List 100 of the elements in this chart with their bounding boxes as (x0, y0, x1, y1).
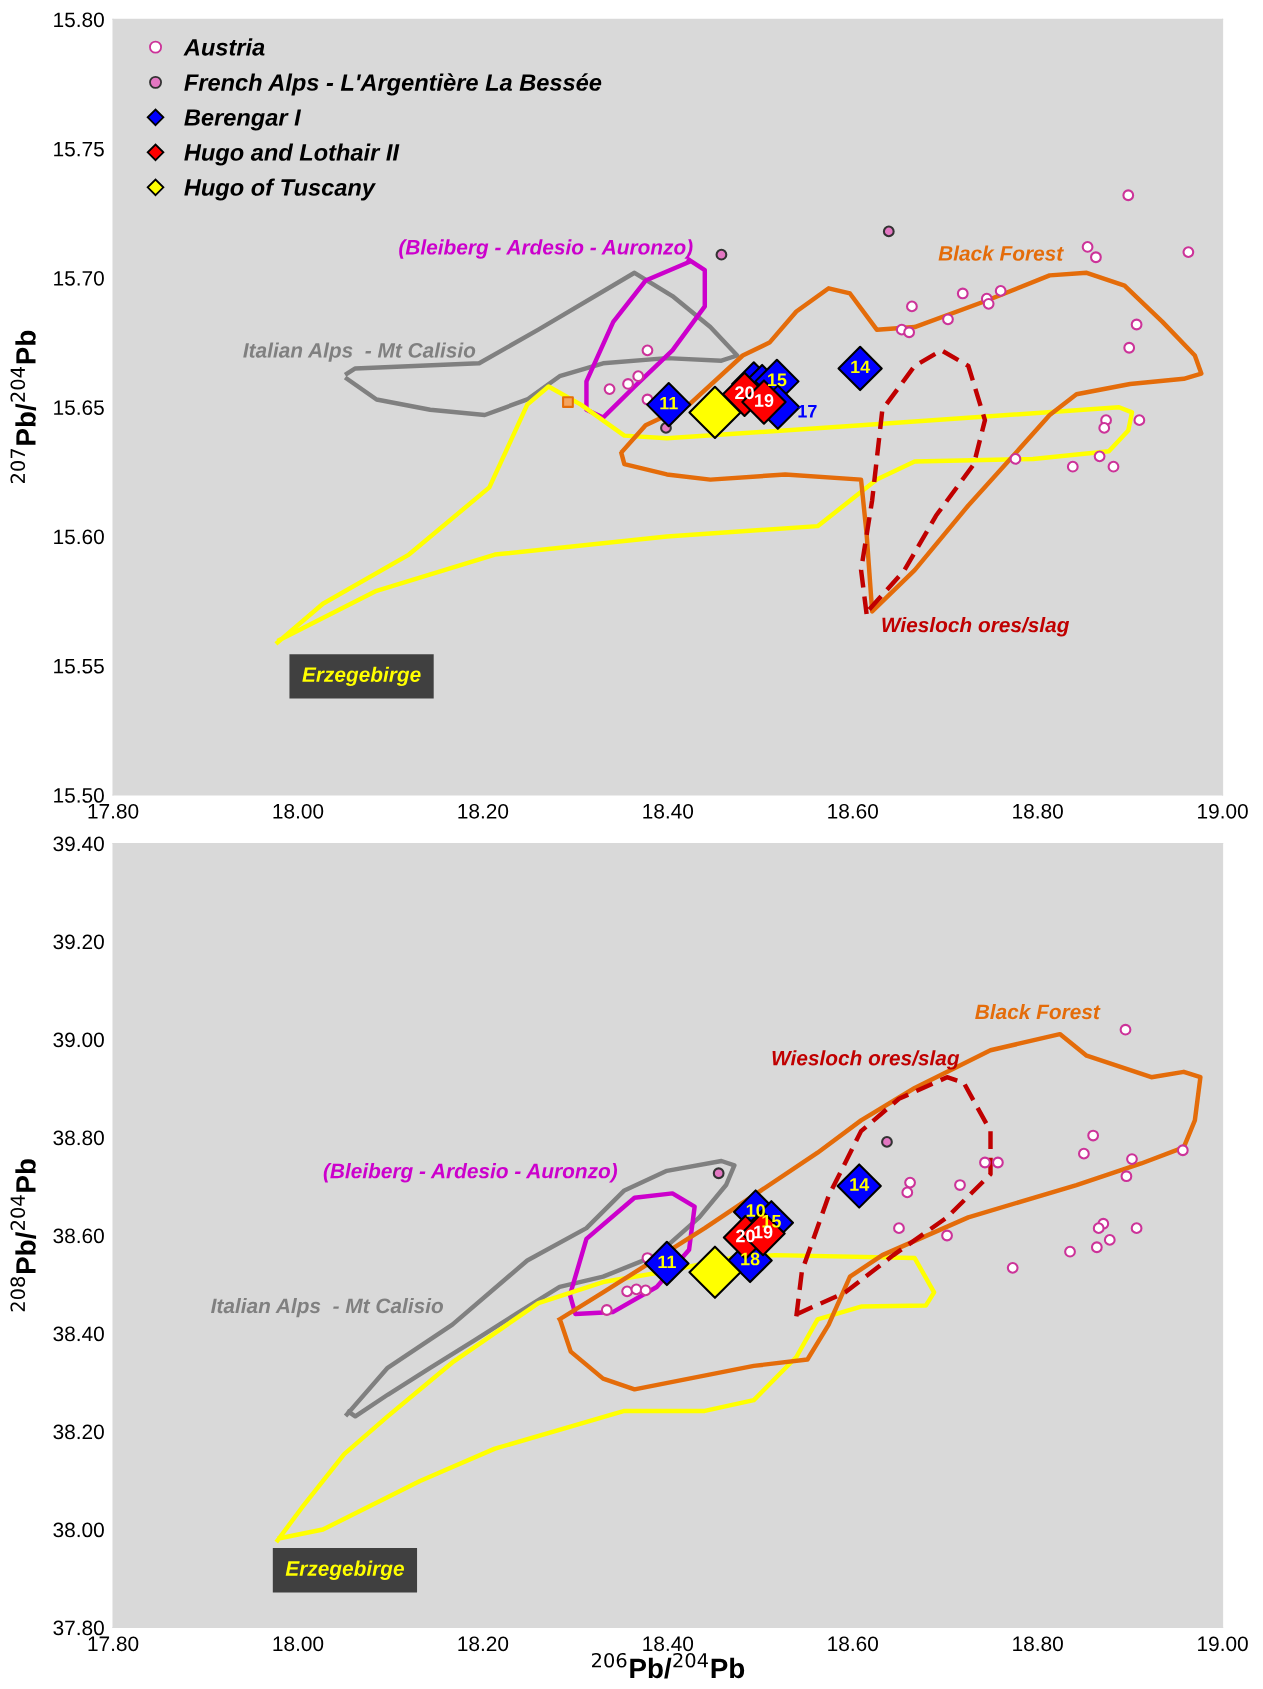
y-axis-title: $^{208}$Pb/$^{204}$Pb (10, 1159, 37, 1312)
point (632, 370, 645, 383)
annotation: 14 (851, 360, 871, 374)
line-series (794, 1075, 993, 1319)
point (1087, 1129, 1100, 1142)
point (1182, 246, 1195, 258)
point (1009, 453, 1022, 465)
point (1107, 460, 1120, 473)
x-tick-label: 18.20 (458, 1636, 509, 1652)
point (979, 1156, 991, 1169)
x-tick-label: 18.80 (1013, 803, 1063, 819)
y-tick-label: 15.50 (54, 788, 104, 803)
x-tick-label: 19.00 (1198, 1636, 1248, 1652)
point (1130, 318, 1143, 331)
y-tick-label: 38.00 (53, 1522, 104, 1538)
series-label: Wiesloch ores/slag (772, 1050, 960, 1070)
y-tick-label: 38.80 (53, 1130, 104, 1146)
point (1098, 422, 1111, 434)
point (1119, 1023, 1132, 1036)
y-tick-label: 15.55 (54, 658, 104, 674)
y-tick-label: 39.40 (53, 836, 104, 852)
y-tick-label: 37.80 (53, 1620, 104, 1636)
point (1130, 1222, 1143, 1235)
point (1090, 1241, 1103, 1254)
annotation: 17 (798, 405, 817, 418)
series-label: Erzegebirge (285, 1560, 404, 1580)
point (982, 297, 995, 310)
point (630, 1283, 643, 1296)
point (1092, 1222, 1105, 1235)
point (1176, 1144, 1189, 1157)
point (881, 1136, 893, 1148)
y-tick-label: 15.75 (54, 141, 104, 157)
annotation: 15 (768, 373, 787, 387)
point (1123, 341, 1136, 354)
y-tick-label: 15.70 (54, 270, 104, 286)
series-label: (Bleiberg - Ardesio - Auronzo) (399, 239, 693, 259)
x-tick-label: 19.00 (1198, 803, 1248, 819)
y-tick-label: 38.20 (53, 1424, 104, 1440)
point (901, 1186, 914, 1199)
legend-label: French Alps - L'Argentière La Bessée (184, 73, 602, 96)
x-tick-label: 18.20 (458, 803, 509, 819)
point (882, 225, 895, 238)
y-tick-label: 39.20 (53, 934, 104, 950)
point (621, 1285, 634, 1298)
y-tick-label: 15.80 (54, 12, 104, 28)
point (622, 378, 634, 390)
point (942, 313, 954, 326)
point (562, 396, 574, 408)
point (712, 1167, 725, 1180)
point (992, 1156, 1004, 1169)
y-tick-label: 15.60 (54, 529, 104, 545)
line-series (584, 257, 708, 420)
point (1133, 414, 1146, 427)
point (906, 300, 918, 313)
point (1006, 1261, 1019, 1274)
y-tick-label: 38.60 (53, 1228, 104, 1244)
point (1066, 460, 1079, 473)
point (904, 1176, 916, 1189)
point (1126, 1153, 1138, 1165)
point (1081, 241, 1094, 253)
point (994, 284, 1007, 297)
point (941, 1229, 953, 1242)
point (639, 1284, 652, 1297)
x-tick-label: 18.60 (828, 1636, 878, 1652)
point (956, 287, 969, 300)
series-label: Black Forest (938, 245, 1064, 261)
legend-label: Hugo of Tuscany (184, 178, 376, 201)
point (641, 344, 654, 357)
annotation: 11 (658, 1255, 676, 1269)
x-tick-label: 18.00 (273, 803, 324, 819)
point (1103, 1234, 1116, 1246)
x-tick-label: 18.40 (643, 1636, 694, 1652)
point (1120, 1170, 1133, 1183)
x-tick-label: 18.40 (643, 803, 694, 819)
point (688, 1245, 742, 1299)
point (893, 1222, 905, 1235)
point (715, 248, 728, 261)
legend-label: Berengar I (184, 109, 302, 131)
point (1064, 1245, 1076, 1258)
point (1077, 1147, 1090, 1160)
point (1122, 189, 1135, 202)
x-tick-label: 18.80 (1013, 1636, 1063, 1652)
series-label: Erzegebirge (302, 666, 421, 687)
annotation: 14 (850, 1178, 870, 1191)
legend-label: Austria (183, 38, 265, 56)
x-tick-label: 18.60 (828, 803, 878, 819)
point (603, 383, 616, 396)
y-axis-title: $^{207}$Pb/$^{204}$Pb (10, 330, 37, 484)
series-label: (Bleiberg - Ardesio - Auronzo) (323, 1163, 618, 1183)
line-series (619, 270, 1204, 614)
point (600, 1304, 613, 1316)
x-tick-label: 18.00 (273, 1636, 324, 1652)
legend-label: Hugo and Lothair II (184, 143, 400, 166)
y-tick-label: 15.65 (54, 400, 104, 415)
series-label: Wiesloch ores/slag (882, 617, 1070, 637)
point (954, 1179, 966, 1191)
x-tick-label: 17.80 (88, 803, 139, 819)
point (1093, 450, 1106, 463)
y-tick-label: 39.00 (53, 1032, 104, 1048)
series-label: Italian Alps - Mt Calisio (211, 1297, 444, 1318)
